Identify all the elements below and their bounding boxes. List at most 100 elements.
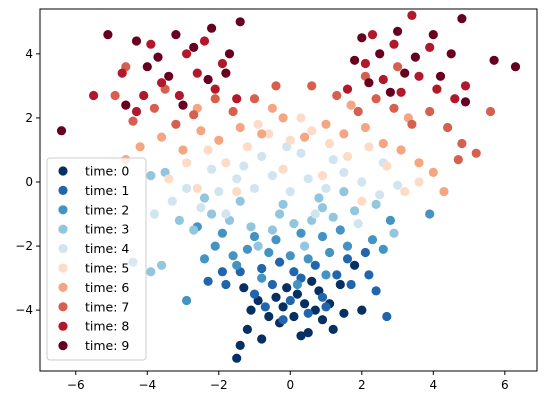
data-point (260, 302, 270, 312)
y-tick-label: −2 (15, 239, 33, 253)
data-point (393, 180, 403, 190)
data-point (460, 81, 471, 91)
data-point (153, 52, 163, 62)
data-point (171, 119, 181, 129)
data-point (128, 116, 138, 126)
data-point (328, 324, 338, 334)
data-point (217, 267, 227, 277)
data-point (357, 196, 367, 206)
legend-box (46, 157, 147, 361)
data-point (510, 62, 521, 72)
legend-label: time: 9 (85, 338, 129, 353)
legend-marker (58, 205, 68, 215)
data-point (289, 311, 299, 322)
data-point (199, 193, 210, 203)
data-point (232, 94, 242, 104)
data-point (346, 100, 356, 110)
legend-label: time: 7 (85, 299, 129, 314)
data-point (192, 68, 202, 78)
data-point (414, 71, 424, 81)
data-point (235, 17, 245, 27)
data-point (425, 106, 435, 117)
data-point (285, 187, 295, 197)
data-point (146, 267, 156, 277)
data-point (121, 100, 131, 110)
data-point (350, 260, 360, 270)
data-point (360, 58, 370, 69)
data-point (207, 209, 217, 219)
data-point (289, 267, 299, 277)
legend-marker (58, 244, 68, 254)
data-point (89, 90, 99, 101)
legend-label: time: 3 (85, 222, 129, 237)
data-point (221, 68, 231, 78)
data-point (214, 135, 224, 145)
data-point (257, 129, 267, 139)
x-tick-label: −2 (210, 378, 228, 392)
data-point (460, 97, 471, 107)
data-point (339, 308, 349, 318)
data-point (278, 113, 288, 123)
data-point (174, 215, 184, 225)
data-point (174, 90, 184, 101)
data-point (257, 273, 267, 283)
data-point (307, 81, 317, 91)
data-point (360, 247, 370, 258)
data-point (267, 225, 277, 235)
data-point (310, 260, 320, 270)
data-point (453, 155, 463, 165)
legend-marker (58, 282, 68, 292)
data-point (221, 158, 231, 168)
data-point (400, 68, 410, 78)
data-point (489, 55, 499, 65)
data-point (228, 106, 238, 117)
data-point (267, 171, 277, 181)
series-9 (56, 14, 521, 136)
data-point (149, 103, 159, 113)
data-point (296, 148, 306, 158)
data-points (56, 10, 521, 363)
data-point (346, 279, 356, 290)
x-tick-label: 0 (286, 378, 294, 392)
legend-marker (58, 341, 68, 351)
data-point (214, 187, 224, 197)
legend-label: time: 2 (85, 202, 129, 217)
data-point (471, 148, 481, 158)
data-point (364, 270, 374, 280)
data-point (296, 113, 306, 123)
data-point (321, 119, 331, 129)
data-point (267, 279, 277, 290)
data-point (335, 279, 345, 290)
y-tick-label: 0 (25, 175, 33, 189)
data-point (210, 241, 220, 251)
series-8 (89, 10, 471, 117)
data-point (367, 29, 378, 40)
data-point (249, 231, 260, 242)
data-point (278, 315, 288, 325)
data-point (157, 132, 167, 142)
data-point (164, 174, 174, 184)
data-point (292, 279, 302, 290)
series-5 (164, 113, 424, 206)
data-point (328, 212, 338, 222)
data-point (443, 122, 453, 133)
data-point (342, 241, 353, 251)
data-point (103, 29, 113, 40)
data-point (164, 71, 174, 81)
data-point (360, 122, 370, 133)
data-point (246, 222, 256, 232)
data-point (321, 183, 331, 193)
data-point (435, 71, 446, 81)
data-point (257, 334, 267, 344)
data-point (278, 199, 288, 209)
data-point (210, 94, 220, 104)
data-point (242, 142, 252, 152)
data-point (267, 103, 277, 113)
data-point (178, 145, 188, 155)
data-point (303, 328, 313, 338)
data-point (242, 244, 252, 254)
data-point (414, 158, 424, 168)
data-point (307, 126, 317, 136)
data-point (278, 164, 288, 174)
data-point (196, 126, 206, 136)
